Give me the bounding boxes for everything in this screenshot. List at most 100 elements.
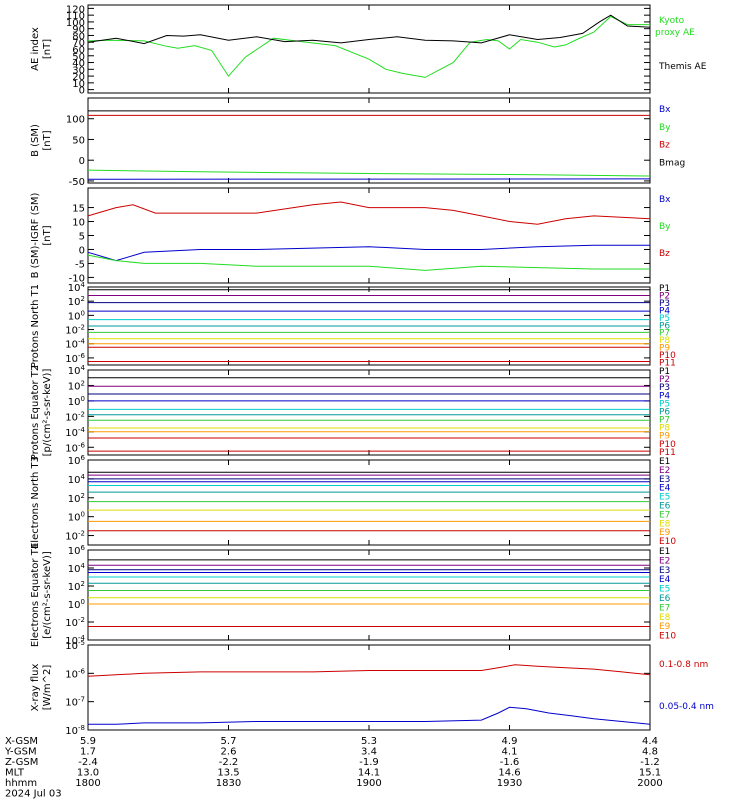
y-tick-label-ae: 100 <box>66 18 85 29</box>
footer-value-Y-GSM-2: 3.4 <box>361 747 377 758</box>
footer-date: 2024 Jul 03 <box>5 789 62 800</box>
series-line-bigrf-Bx <box>87 244 650 262</box>
legend-protons-north-P9: P9 <box>659 344 670 354</box>
y-tick-label-protons-north: 10-6 <box>65 352 85 365</box>
y-tick-label-protons-north: 10-2 <box>65 324 85 337</box>
footer-value-hhmm-3: 1930 <box>497 778 522 789</box>
y-tick-label-electrons-eq: 100 <box>68 598 85 611</box>
footer-value-MLT-3: 14.6 <box>498 768 520 779</box>
y-tick-label-ae: 120 <box>66 4 85 15</box>
footer-value-Y-GSM-1: 2.6 <box>221 747 237 758</box>
y-axis-unit-ae: [nT] <box>42 39 53 59</box>
footer-label-MLT: MLT <box>5 768 25 779</box>
legend-electrons-eq-E10: E10 <box>659 632 676 642</box>
footer-label-hhmm: hhmm <box>5 778 37 789</box>
y-tick-label-ae: 80 <box>72 31 85 42</box>
footer-value-MLT-0: 13.0 <box>77 768 99 779</box>
y-axis-unit-bigrf: [nT] <box>42 225 53 245</box>
footer-value-Y-GSM-0: 1.7 <box>80 747 96 758</box>
legend-electrons-north-E7: E7 <box>659 510 670 520</box>
y-tick-label-ae: 60 <box>72 45 85 56</box>
legend-protons-north-P1: P1 <box>659 284 670 294</box>
y-tick-label-protons-eq: 10-2 <box>65 410 85 423</box>
legend-xray-0.05-0.4 nm: 0.05-0.4 nm <box>659 702 714 712</box>
y-tick-label-protons-north: 104 <box>68 281 86 294</box>
y-tick-label-protons-north: 102 <box>68 295 85 308</box>
y-tick-label-electrons-north: 100 <box>68 511 85 524</box>
y-tick-label-xray: 10-7 <box>65 696 85 709</box>
footer-label-X-GSM: X-GSM <box>5 736 38 747</box>
y-tick-label-ae: 50 <box>72 52 85 63</box>
y-tick-label-ae: 40 <box>72 59 85 70</box>
legend-protons-north-P7: P7 <box>659 329 670 339</box>
y-tick-label-ae: 110 <box>66 11 85 22</box>
legend-protons-eq-P8: P8 <box>659 424 670 434</box>
footer-value-hhmm-1: 1830 <box>216 778 241 789</box>
legend-electrons-eq-E3: E3 <box>659 566 670 576</box>
legend-protons-eq-P6: P6 <box>659 407 670 417</box>
y-tick-label-bigrf: 15 <box>72 204 85 215</box>
series-line-bigrf-By <box>87 254 650 271</box>
legend-protons-north-P11: P11 <box>659 359 676 369</box>
footer-value-Z-GSM-0: -2.4 <box>78 757 98 768</box>
series-line-xray-0.05-0.4 nm <box>88 706 651 725</box>
footer-value-MLT-2: 14.1 <box>358 768 380 779</box>
legend-protons-eq-P7: P7 <box>659 416 670 426</box>
y-tick-label-xray: 10-5 <box>65 639 85 652</box>
y-axis-label-bsm: B (SM) <box>30 124 41 157</box>
legend-electrons-north-E8: E8 <box>659 519 671 529</box>
y-axis-label-protons-eq: Protons Equator T2 <box>30 365 41 461</box>
legend-electrons-north-E4: E4 <box>659 484 671 494</box>
legend-electrons-eq-E7: E7 <box>659 603 670 613</box>
legend-xray-0.1-0.8 nm: 0.1-0.8 nm <box>659 660 708 670</box>
y-tick-label-xray: 10-6 <box>65 667 85 680</box>
footer-label-Y-GSM: Y-GSM <box>4 747 37 758</box>
footer-value-hhmm-4: 2000 <box>637 778 662 789</box>
panel-frame-protons-eq <box>87 369 651 456</box>
y-tick-label-bsm: 50 <box>72 135 85 146</box>
legend-protons-north-P5: P5 <box>659 314 670 324</box>
legend-protons-eq-P5: P5 <box>659 399 670 409</box>
y-axis-unit-protons-eq: [p/(cm²-s-sr-keV)] <box>42 369 53 457</box>
y-tick-label-protons-eq: 102 <box>68 379 85 392</box>
legend-protons-eq-P2: P2 <box>659 375 670 385</box>
footer-value-Y-GSM-4: 4.8 <box>642 747 658 758</box>
footer-value-hhmm-2: 1900 <box>356 778 381 789</box>
y-tick-label-protons-eq: 100 <box>68 395 85 408</box>
legend-electrons-eq-E6: E6 <box>659 594 671 604</box>
footer-value-X-GSM-4: 4.4 <box>642 736 658 747</box>
legend-ae-Themis AE: Themis AE <box>658 62 707 72</box>
footer-label-Z-GSM: Z-GSM <box>5 757 38 768</box>
y-tick-label-electrons-eq: 104 <box>68 562 86 575</box>
legend-electrons-north-E3: E3 <box>659 475 670 485</box>
y-tick-label-ae: 0 <box>79 86 85 97</box>
legend-protons-north-P10: P10 <box>659 351 676 361</box>
series-line-bigrf-Bz <box>87 201 651 225</box>
y-tick-label-ae: 10 <box>72 79 85 90</box>
footer-value-MLT-1: 13.5 <box>217 768 239 779</box>
legend-ae-Kyoto proxy AE: Kyoto proxy AE <box>655 16 695 38</box>
y-tick-label-ae: 70 <box>72 38 85 49</box>
y-axis-unit-electrons-eq: [e/(cm²-s-sr-keV)] <box>42 551 53 639</box>
legend-electrons-eq-E4: E4 <box>659 575 671 585</box>
y-axis-label-ae: AE index <box>30 27 41 71</box>
y-axis-unit-xray: [W/m^2] <box>42 665 53 711</box>
footer-value-Z-GSM-1: -2.2 <box>219 757 239 768</box>
y-tick-label-bsm: 100 <box>66 115 85 126</box>
series-line-ae-Themis AE <box>87 14 651 45</box>
legend-electrons-north-E6: E6 <box>659 502 671 512</box>
y-tick-label-bsm: 0 <box>79 156 85 167</box>
legend-electrons-eq-E2: E2 <box>659 556 670 566</box>
series-line-xray-0.1-0.8 nm <box>87 664 651 677</box>
legend-electrons-eq-E5: E5 <box>659 585 670 595</box>
legend-protons-north-P8: P8 <box>659 336 670 346</box>
legend-protons-eq-P10: P10 <box>659 440 676 450</box>
legend-bsm-Bx: Bx <box>659 105 671 115</box>
legend-electrons-north-E2: E2 <box>659 466 670 476</box>
legend-protons-north-P4: P4 <box>659 306 670 316</box>
y-tick-label-bigrf: 5 <box>79 232 85 243</box>
y-axis-unit-bsm: [nT] <box>42 130 53 150</box>
y-tick-label-bsm: -50 <box>69 177 85 188</box>
legend-electrons-north-E9: E9 <box>659 528 671 538</box>
legend-bsm-Bmag: Bmag <box>659 158 685 168</box>
